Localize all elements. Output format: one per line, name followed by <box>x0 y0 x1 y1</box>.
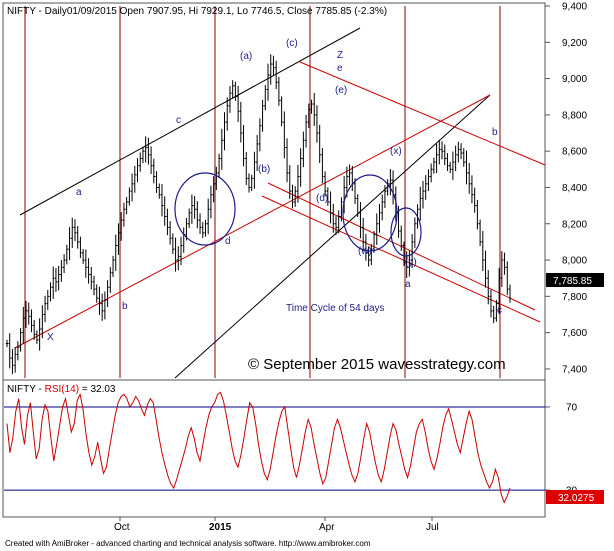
x-tick-label: Apr <box>319 522 335 533</box>
price-badge: 7,785.85 <box>553 276 592 287</box>
rsi-title: NIFTY - RSI(14) = 32.03 <box>7 384 116 395</box>
rsi-title-name: NIFTY - <box>7 384 45 395</box>
trend-line <box>19 27 361 216</box>
rsi-series <box>6 391 511 504</box>
wave-label: c <box>176 115 181 126</box>
wave-label: (d) <box>316 193 328 204</box>
footer-credit: Created with AmiBroker - advanced charti… <box>5 539 371 548</box>
wave-label: a <box>76 187 82 198</box>
wave-label: Z <box>337 50 343 61</box>
wave-label: d <box>225 236 231 247</box>
trend-line <box>261 195 541 323</box>
wave-label: b <box>122 301 128 312</box>
price-title: NIFTY - Daily01/09/2015 Open 7907.95, Hi… <box>7 6 387 17</box>
watermark: © September 2015 wavesstrategy.com <box>248 356 506 373</box>
wave-label: e <box>337 63 343 74</box>
wave-label: (w) <box>358 246 372 257</box>
price-tick-label: 7,800 <box>562 292 587 303</box>
cycle-note: Time Cycle of 54 days <box>286 303 385 314</box>
trend-line <box>14 94 491 349</box>
wave-labels: Xa b c d (a) (b) (c) (d) Ze (e) (w) (x) (y) a b c <box>47 38 502 343</box>
price-tick-label: 7,400 <box>562 364 587 375</box>
x-tick-label: Jul <box>426 522 439 533</box>
cycle-vertical-lines <box>24 6 501 378</box>
price-y-axis: 7,400 7,600 7,800 8,000 8,200 8,400 8,600 8,800… <box>562 2 587 376</box>
pattern-circles <box>174 172 422 257</box>
wave-label: a <box>405 279 411 290</box>
wave-label: (a) <box>240 51 252 62</box>
pattern-circle <box>390 207 422 257</box>
price-tick-label: 8,200 <box>562 219 587 230</box>
price-tick-label: 8,600 <box>562 147 587 158</box>
pattern-circle <box>174 172 236 246</box>
wave-label: (y) <box>405 257 417 268</box>
wave-label: (c) <box>286 38 298 49</box>
price-y-gridlines <box>545 5 550 370</box>
rsi-line <box>6 391 511 504</box>
rsi-tick-label: 70 <box>566 402 578 413</box>
wave-label: b <box>492 127 498 138</box>
trend-line <box>174 94 491 379</box>
wave-label: (x) <box>390 146 402 157</box>
rsi-title-value: = 32.03 <box>79 384 116 395</box>
trend-line <box>299 61 546 166</box>
price-series <box>5 54 512 375</box>
price-tick-label: 9,400 <box>562 2 587 13</box>
price-badge-bg <box>546 273 604 287</box>
rsi-badge-bg <box>546 490 604 504</box>
wave-label: c <box>497 305 502 316</box>
x-axis: Oct 2015 Apr Jul <box>114 517 439 533</box>
x-tick-label: Oct <box>114 522 130 533</box>
price-tick-label: 8,800 <box>562 110 587 121</box>
price-tick-label: 9,000 <box>562 74 587 85</box>
wave-label: X <box>47 332 54 343</box>
rsi-badge: 32.0275 <box>558 493 595 504</box>
price-tick-label: 9,200 <box>562 38 587 49</box>
price-tick-label: 8,000 <box>562 256 587 267</box>
price-tick-label: 8,400 <box>562 183 587 194</box>
wave-label: (e) <box>335 85 347 96</box>
price-tick-label: 7,600 <box>562 328 587 339</box>
x-tick-label: 2015 <box>209 522 232 533</box>
wave-label: (b) <box>258 164 270 175</box>
rsi-title-label: RSI(14) <box>45 384 79 395</box>
rsi-level-lines <box>4 406 545 491</box>
